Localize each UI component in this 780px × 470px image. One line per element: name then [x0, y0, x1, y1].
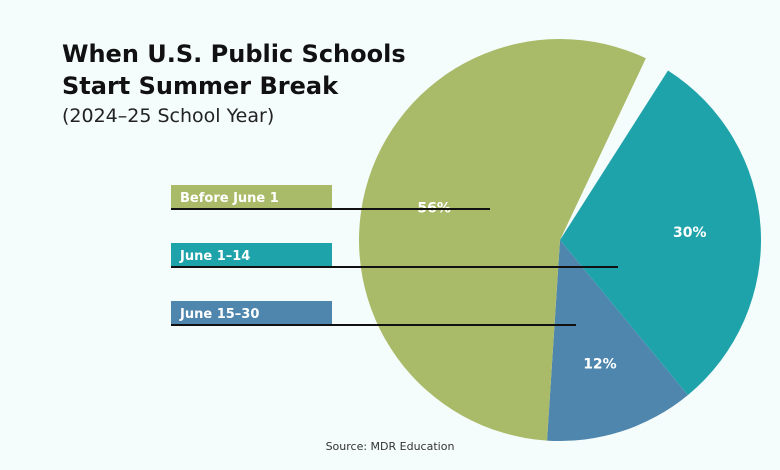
slice-value-label-3: 12%	[583, 357, 617, 373]
legend-label-2: June 1–14	[179, 249, 250, 264]
legend-label-1: Before June 1	[180, 191, 279, 206]
pie-slice-2	[560, 70, 761, 396]
legend-swatch-3	[171, 301, 332, 325]
legend: Before June 1 June 1–14 June 15–30	[171, 185, 618, 326]
pie-slice-3	[547, 240, 688, 441]
pie-slices	[358, 38, 761, 441]
chart-title: When U.S. Public Schools Start Summer Br…	[62, 38, 406, 102]
chart-title-line-2: Start Summer Break	[62, 72, 339, 100]
slice-value-label-2: 30%	[673, 225, 707, 241]
chart-subtitle: (2024–25 School Year)	[62, 105, 275, 127]
legend-label-3: June 15–30	[179, 307, 259, 322]
pie-slice-1	[358, 38, 646, 441]
source-note: Source: MDR Education	[325, 440, 455, 453]
chart-title-line-1: When U.S. Public Schools	[62, 40, 406, 68]
legend-swatch-1	[171, 185, 332, 209]
legend-swatch-2	[171, 243, 332, 267]
